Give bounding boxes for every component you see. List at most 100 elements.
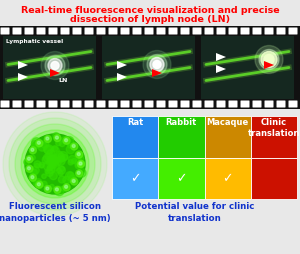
Circle shape bbox=[261, 52, 277, 68]
Circle shape bbox=[42, 181, 47, 187]
Circle shape bbox=[51, 163, 56, 168]
Text: Real-time fluorescence visualization and precise: Real-time fluorescence visualization and… bbox=[21, 6, 279, 15]
Circle shape bbox=[51, 163, 56, 168]
Circle shape bbox=[31, 148, 34, 151]
Circle shape bbox=[44, 135, 51, 142]
Circle shape bbox=[34, 161, 41, 168]
Circle shape bbox=[68, 144, 72, 148]
FancyBboxPatch shape bbox=[201, 36, 294, 99]
Circle shape bbox=[45, 56, 65, 75]
Circle shape bbox=[44, 185, 51, 193]
Circle shape bbox=[44, 153, 52, 163]
Circle shape bbox=[37, 141, 40, 144]
FancyBboxPatch shape bbox=[61, 27, 70, 35]
Circle shape bbox=[36, 181, 43, 188]
Circle shape bbox=[49, 161, 54, 167]
FancyBboxPatch shape bbox=[277, 27, 286, 35]
Circle shape bbox=[150, 57, 164, 71]
Circle shape bbox=[48, 58, 62, 72]
Polygon shape bbox=[264, 61, 274, 69]
FancyBboxPatch shape bbox=[229, 101, 238, 107]
Circle shape bbox=[77, 153, 80, 156]
Circle shape bbox=[65, 137, 74, 146]
Circle shape bbox=[31, 176, 34, 179]
Polygon shape bbox=[50, 69, 60, 77]
Text: dissection of lymph node (LN): dissection of lymph node (LN) bbox=[70, 15, 230, 24]
FancyBboxPatch shape bbox=[61, 101, 70, 107]
Circle shape bbox=[79, 162, 82, 165]
Circle shape bbox=[259, 50, 279, 70]
FancyBboxPatch shape bbox=[1, 101, 10, 107]
FancyBboxPatch shape bbox=[0, 26, 300, 109]
Circle shape bbox=[30, 169, 37, 176]
Circle shape bbox=[65, 171, 74, 180]
FancyBboxPatch shape bbox=[277, 101, 286, 107]
FancyBboxPatch shape bbox=[205, 101, 214, 107]
Circle shape bbox=[38, 142, 47, 151]
Circle shape bbox=[50, 156, 58, 164]
Circle shape bbox=[153, 60, 161, 69]
Circle shape bbox=[50, 155, 60, 164]
Circle shape bbox=[29, 147, 36, 154]
Circle shape bbox=[27, 167, 30, 170]
FancyBboxPatch shape bbox=[169, 27, 178, 35]
Circle shape bbox=[61, 186, 67, 192]
FancyBboxPatch shape bbox=[73, 27, 82, 35]
Circle shape bbox=[47, 165, 55, 173]
Circle shape bbox=[56, 156, 65, 166]
FancyBboxPatch shape bbox=[25, 101, 34, 107]
Circle shape bbox=[31, 177, 35, 182]
Circle shape bbox=[58, 176, 66, 183]
Circle shape bbox=[58, 152, 68, 161]
Circle shape bbox=[56, 151, 63, 158]
Polygon shape bbox=[102, 36, 195, 99]
Circle shape bbox=[52, 146, 58, 151]
FancyBboxPatch shape bbox=[145, 101, 154, 107]
Circle shape bbox=[21, 130, 89, 198]
FancyBboxPatch shape bbox=[145, 27, 154, 35]
Text: Rabbit: Rabbit bbox=[166, 118, 197, 127]
FancyBboxPatch shape bbox=[1, 27, 10, 35]
Circle shape bbox=[42, 156, 50, 164]
Circle shape bbox=[64, 139, 68, 142]
Polygon shape bbox=[18, 61, 28, 69]
FancyBboxPatch shape bbox=[205, 27, 214, 35]
FancyBboxPatch shape bbox=[289, 27, 298, 35]
FancyBboxPatch shape bbox=[133, 27, 142, 35]
Circle shape bbox=[62, 155, 68, 160]
Circle shape bbox=[47, 155, 56, 165]
Circle shape bbox=[47, 165, 52, 170]
Circle shape bbox=[48, 166, 52, 170]
Circle shape bbox=[79, 162, 82, 165]
FancyBboxPatch shape bbox=[193, 27, 202, 35]
FancyBboxPatch shape bbox=[289, 101, 298, 107]
Circle shape bbox=[59, 141, 65, 147]
Circle shape bbox=[50, 162, 59, 171]
Circle shape bbox=[78, 155, 84, 161]
FancyBboxPatch shape bbox=[85, 101, 94, 107]
Polygon shape bbox=[117, 61, 127, 69]
FancyBboxPatch shape bbox=[253, 101, 262, 107]
Text: ✓: ✓ bbox=[222, 172, 233, 185]
Circle shape bbox=[44, 145, 53, 154]
FancyBboxPatch shape bbox=[13, 101, 22, 107]
Text: Clinic
translation: Clinic translation bbox=[248, 118, 300, 138]
Circle shape bbox=[71, 178, 78, 185]
Circle shape bbox=[54, 135, 61, 142]
Circle shape bbox=[24, 159, 29, 165]
Circle shape bbox=[34, 179, 42, 187]
Text: Macaque: Macaque bbox=[206, 118, 249, 127]
FancyBboxPatch shape bbox=[49, 101, 58, 107]
Polygon shape bbox=[201, 36, 294, 99]
FancyBboxPatch shape bbox=[253, 27, 262, 35]
Circle shape bbox=[45, 169, 50, 174]
FancyBboxPatch shape bbox=[37, 27, 46, 35]
FancyBboxPatch shape bbox=[181, 101, 190, 107]
FancyBboxPatch shape bbox=[181, 27, 190, 35]
Circle shape bbox=[72, 180, 75, 183]
FancyBboxPatch shape bbox=[85, 27, 94, 35]
Polygon shape bbox=[3, 36, 96, 99]
Text: LN: LN bbox=[58, 78, 68, 84]
Text: Fluorescent silicon
nanoparticles (~ 5 nm): Fluorescent silicon nanoparticles (~ 5 n… bbox=[0, 202, 111, 223]
Circle shape bbox=[264, 55, 274, 65]
